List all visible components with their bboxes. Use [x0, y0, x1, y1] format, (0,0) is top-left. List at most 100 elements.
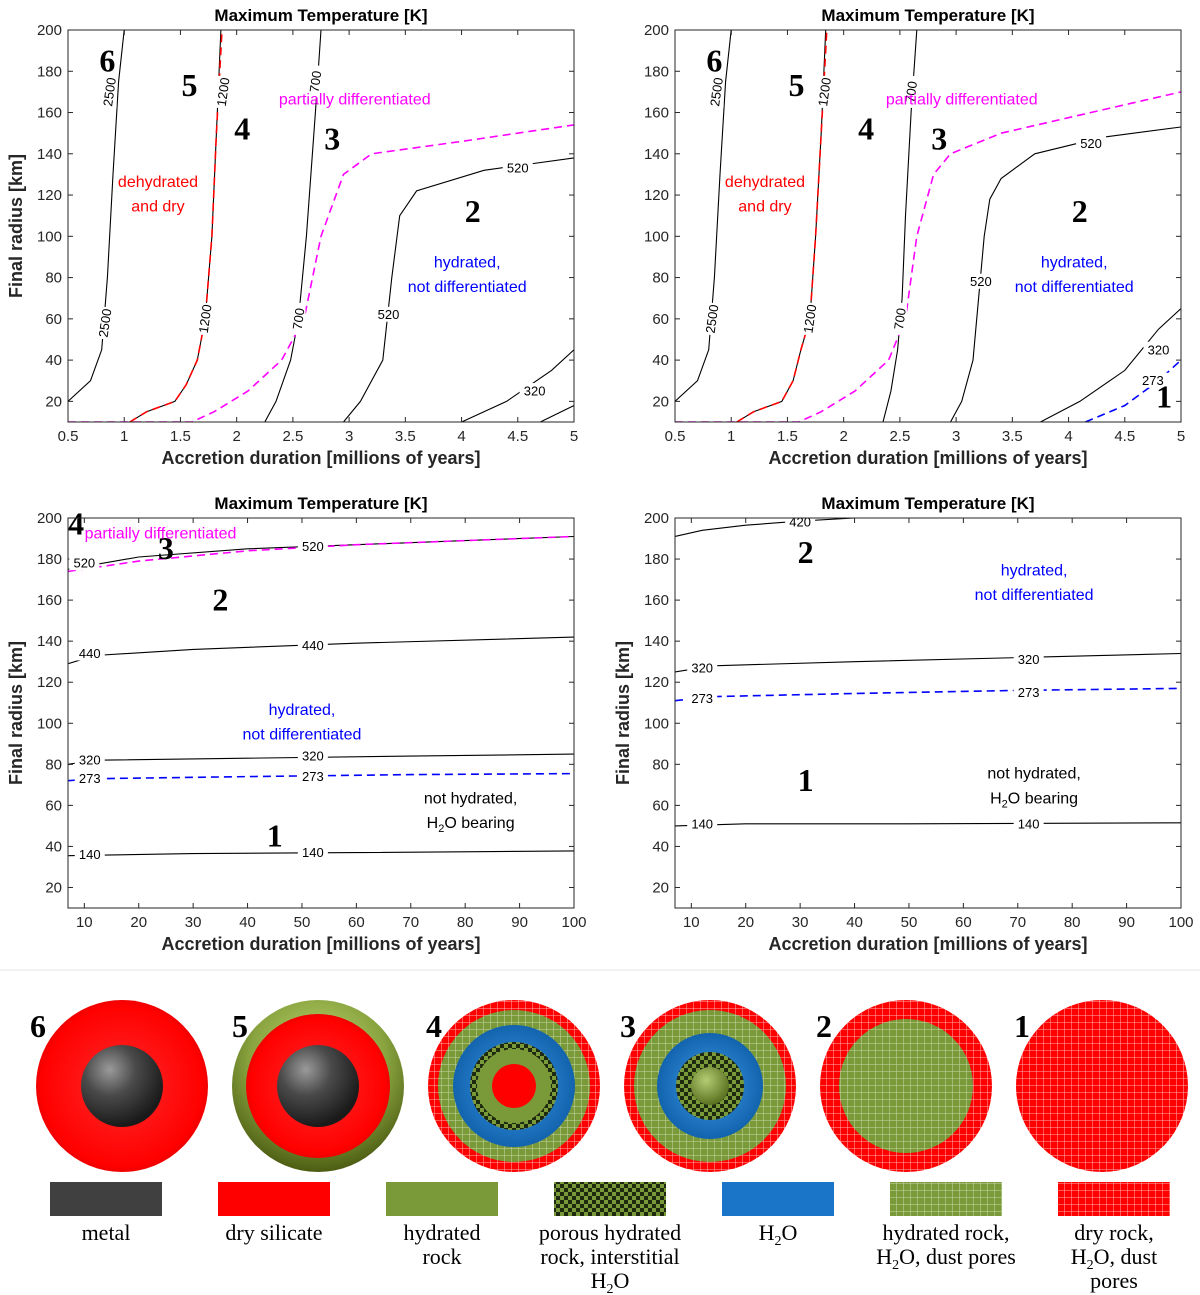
region-number-5: 5 [788, 67, 804, 103]
y-tick-label: 200 [644, 510, 669, 527]
contour-label-520: 520 [373, 306, 404, 322]
y-tick-label: 60 [652, 311, 669, 328]
contour-label-2500: 2500 [100, 75, 119, 108]
series-line-dehydrated [736, 30, 828, 422]
chart-title: Maximum Temperature [K] [214, 494, 427, 513]
x-tick-label: 50 [294, 914, 311, 931]
dry-silicate-core [492, 1064, 536, 1108]
structure-number: 2 [816, 1008, 832, 1044]
contour-label-text: 700 [891, 307, 909, 331]
region-number-4: 4 [234, 110, 250, 146]
x-tick-label: 40 [239, 914, 256, 931]
series-group [675, 30, 1181, 422]
x-tick-label: 1.5 [170, 428, 191, 445]
y-tick-label: 160 [37, 105, 62, 122]
legend-swatch [50, 1182, 162, 1216]
x-tick-label: 80 [1064, 914, 1081, 931]
x-tick-label: 10 [683, 914, 700, 931]
x-axis-label: Accretion duration [millions of years] [768, 448, 1087, 468]
contour-label-140: 140 [297, 844, 328, 860]
legend-label: H2O [759, 1220, 798, 1249]
y-tick-label: 180 [37, 551, 62, 568]
legend-swatch [218, 1182, 330, 1216]
structure-4: 4 [426, 1000, 600, 1172]
plot-frame [674, 517, 1182, 909]
region-annotation: not differentiated [243, 727, 362, 744]
hydrated-rock-dust-core [839, 1019, 973, 1153]
contour-label-1200: 1200 [815, 75, 834, 108]
x-tick-label: 0.5 [58, 428, 79, 445]
contour-label-text: 320 [1018, 652, 1040, 667]
x-tick-label: 50 [901, 914, 918, 931]
y-tick-label: 20 [652, 879, 669, 896]
legend-label: metal [82, 1220, 131, 1245]
structure-number: 1 [1014, 1008, 1030, 1044]
contour-label-text: 520 [507, 161, 529, 176]
legend-swatch [554, 1182, 666, 1216]
plot-frame [67, 517, 575, 909]
contour-label-text: 2500 [707, 77, 726, 108]
legend-item-water: H2O [722, 1182, 834, 1249]
legend-label: hydrated [404, 1220, 481, 1245]
region-annotation: hydrated, [1041, 254, 1108, 271]
structure-5: 5 [232, 1000, 404, 1172]
x-tick-label: 30 [185, 914, 202, 931]
contour-label-2500: 2500 [703, 302, 722, 335]
contour-label-140: 140 [74, 846, 105, 862]
series-line-273 [675, 687, 1181, 702]
contour-label-text: 140 [79, 847, 101, 862]
charts: Maximum Temperature [K]0.5 1 1.5 2 2.5 3 3.5 4 4… [6, 6, 1194, 954]
region-annotation: not differentiated [408, 279, 527, 296]
contour-label-text: 2500 [703, 303, 722, 334]
contour-label-text: 700 [902, 80, 920, 104]
legend-label: hydrated rock, [882, 1220, 1009, 1245]
contour-label-text: 700 [306, 70, 324, 94]
contour-label-text: 320 [691, 660, 713, 675]
series-line-420 [675, 518, 855, 538]
x-tick-label: 3 [952, 428, 960, 445]
x-tick-label: 4 [1064, 428, 1072, 445]
x-tick-label: 40 [846, 914, 863, 931]
contour-label-140: 140 [687, 815, 718, 831]
contour-label-273: 273 [1013, 684, 1044, 700]
contour-label-273: 273 [297, 768, 328, 784]
contour-label-320: 320 [297, 748, 328, 764]
contour-label-1200: 1200 [214, 75, 233, 108]
plot-area [68, 518, 574, 908]
region-number-1: 1 [1156, 379, 1172, 415]
region-annotation: partially differentiated [85, 526, 237, 543]
contour-label-1200: 1200 [800, 302, 819, 335]
region-number-1: 1 [267, 817, 283, 853]
region-annotation: not hydrated, [987, 766, 1080, 783]
x-tick-label: 20 [737, 914, 754, 931]
chart-panel-3: Maximum Temperature [K] 10 20 30 40 50 60 70 80 9… [6, 494, 587, 954]
contour-label-text: 273 [79, 771, 101, 786]
region-number-2: 2 [1072, 193, 1088, 229]
metal-core [277, 1045, 359, 1127]
region-annotation: not differentiated [975, 587, 1094, 604]
structure-number: 5 [232, 1008, 248, 1044]
x-tick-label: 4.5 [507, 428, 528, 445]
series-line-520 [343, 157, 574, 422]
chart-title: Maximum Temperature [K] [821, 6, 1034, 25]
contour-label-273: 273 [687, 690, 718, 706]
legend-label: H2O, dust pores [876, 1244, 1016, 1273]
contour-label-2500: 2500 [707, 75, 726, 108]
contour-label-700: 700 [306, 65, 324, 98]
y-tick-label: 160 [644, 592, 669, 609]
chart-panel-1: Maximum Temperature [K] 0.5 1 1.5 2 2.5 3 3.5 4 4… [6, 6, 578, 468]
x-tick-label: 3.5 [395, 428, 416, 445]
series-line-700 [882, 30, 918, 422]
series-line-2500 [675, 30, 732, 402]
region-annotation: not hydrated, [424, 790, 517, 807]
y-tick-label: 40 [45, 838, 62, 855]
contour-label-320: 320 [1143, 341, 1174, 357]
contour-label-text: 1200 [815, 77, 834, 108]
legend-swatch [386, 1182, 498, 1216]
contour-label-text: 520 [1080, 136, 1102, 151]
plot-area [675, 30, 1181, 422]
legend-label: dry rock, [1074, 1220, 1153, 1245]
contour-label-text: 320 [79, 753, 101, 768]
region-number-2: 2 [798, 534, 814, 570]
